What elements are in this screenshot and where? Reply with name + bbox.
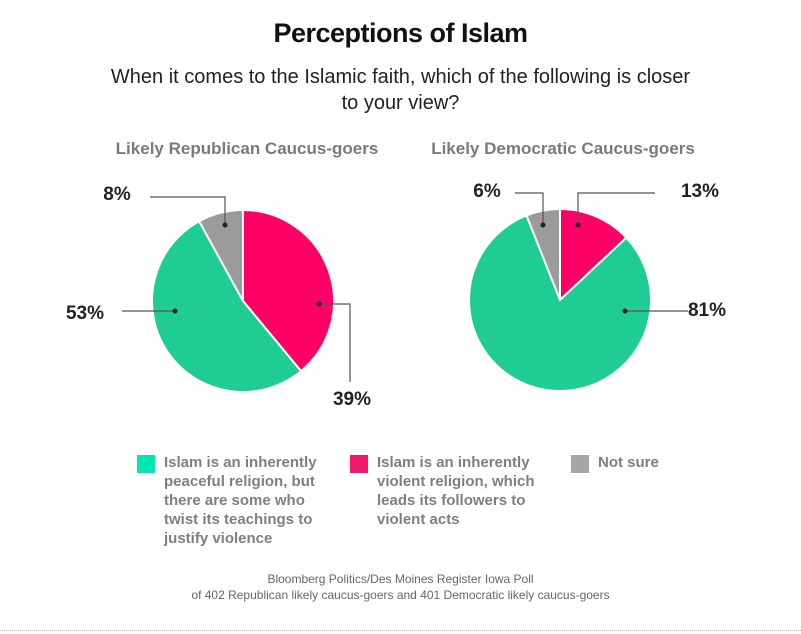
pie-title-republican: Likely Republican Caucus-goers <box>115 139 379 158</box>
pie-0-leader-violent <box>319 303 351 382</box>
pie-0-leader-dot-not-sure <box>222 222 228 228</box>
legend-label-peaceful: Islam is an inherently peaceful religion… <box>164 454 317 547</box>
chart-title: Perceptions of Islam <box>273 18 528 48</box>
legend-swatch-violent <box>350 455 368 473</box>
pie-0-slice-violent <box>242 208 335 373</box>
source-line-2: of 402 Republican likely caucus-goers an… <box>191 588 610 602</box>
pie-1-slice-peaceful <box>468 214 652 392</box>
legend-swatch-peaceful <box>137 455 155 473</box>
bottom-divider <box>0 630 801 631</box>
legend-label-not-sure: Not sure <box>598 454 659 471</box>
pie-0-leader-dot-violent <box>316 301 322 307</box>
pie-1-label-violent: 13% <box>681 181 719 202</box>
pie-0-slice-peaceful <box>151 219 303 393</box>
pie-0-leader-dot-peaceful <box>172 308 178 314</box>
pie-1-leader-not-sure <box>515 192 544 225</box>
legend-label-violent: Islam is an inherently violent religion,… <box>377 454 535 528</box>
legend-swatch-not-sure <box>571 455 589 473</box>
source-note: Bloomberg Politics/Des Moines Register I… <box>0 571 801 603</box>
pie-0-leader-not-sure <box>150 196 226 225</box>
pie-1-slice-violent <box>559 207 628 303</box>
pie-0-slice-not-sure <box>197 208 244 302</box>
pie-1-leader-dot-violent <box>575 222 581 228</box>
pie-1-leader-dot-peaceful <box>622 308 628 314</box>
pie-1-label-peaceful: 81% <box>688 300 726 321</box>
pie-1-label-not-sure: 6% <box>473 181 501 202</box>
pie-title-democratic: Likely Democratic Caucus-goers <box>431 139 695 158</box>
pie-1-leader-dot-not-sure <box>540 222 546 228</box>
chart-subtitle: When it comes to the Islamic faith, whic… <box>110 66 691 114</box>
pie-1-leader-violent <box>577 192 655 225</box>
pie-0-label-not-sure: 8% <box>103 184 131 205</box>
pie-0-label-violent: 39% <box>333 389 371 410</box>
pie-0-label-peaceful: 53% <box>66 303 104 324</box>
source-line-1: Bloomberg Politics/Des Moines Register I… <box>267 572 534 586</box>
